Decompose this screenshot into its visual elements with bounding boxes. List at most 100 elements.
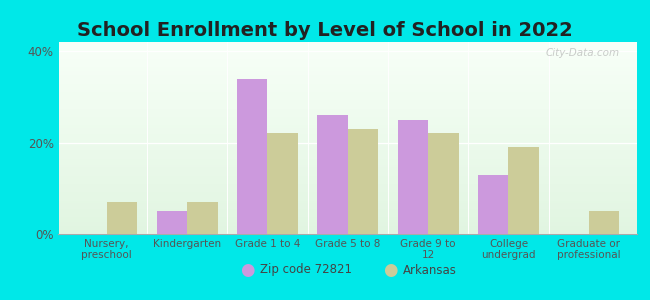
Bar: [58, 111, 637, 113]
Bar: [58, 59, 637, 61]
Bar: [58, 119, 637, 121]
Bar: [58, 146, 637, 148]
Bar: [58, 188, 637, 190]
Bar: [58, 148, 637, 149]
Bar: [58, 186, 637, 188]
Bar: [478, 175, 508, 234]
Bar: [58, 101, 637, 103]
Bar: [58, 172, 637, 175]
Bar: [58, 57, 637, 59]
Bar: [58, 194, 637, 196]
Bar: [58, 152, 637, 153]
Bar: [58, 75, 637, 76]
Bar: [267, 134, 298, 234]
Bar: [58, 136, 637, 138]
Bar: [58, 134, 637, 136]
Bar: [58, 132, 637, 134]
Bar: [58, 42, 637, 44]
Bar: [58, 163, 637, 165]
Text: ●: ●: [240, 261, 254, 279]
Bar: [58, 84, 637, 86]
Bar: [58, 144, 637, 146]
Bar: [58, 142, 637, 144]
Bar: [398, 120, 428, 234]
Bar: [58, 140, 637, 142]
Bar: [58, 128, 637, 130]
Bar: [58, 82, 637, 84]
Bar: [237, 79, 267, 234]
Bar: [58, 80, 637, 82]
Bar: [58, 115, 637, 117]
Bar: [58, 230, 637, 232]
Bar: [58, 103, 637, 105]
Bar: [58, 197, 637, 200]
Bar: [58, 176, 637, 178]
Bar: [58, 138, 637, 140]
Bar: [58, 65, 637, 67]
Text: ●: ●: [383, 261, 397, 279]
Bar: [58, 171, 637, 172]
Text: City-Data.com: City-Data.com: [545, 48, 619, 58]
Bar: [58, 100, 637, 101]
Bar: [58, 190, 637, 192]
Bar: [58, 61, 637, 63]
Bar: [58, 169, 637, 171]
Bar: [58, 109, 637, 111]
Bar: [58, 105, 637, 107]
Bar: [187, 202, 218, 234]
Bar: [58, 46, 637, 48]
Text: Zip code 72821: Zip code 72821: [260, 263, 352, 277]
Bar: [58, 107, 637, 109]
Bar: [58, 200, 637, 201]
Bar: [348, 129, 378, 234]
Bar: [58, 224, 637, 226]
Bar: [589, 211, 619, 234]
Bar: [58, 71, 637, 73]
Bar: [58, 192, 637, 194]
Bar: [58, 205, 637, 207]
Bar: [58, 157, 637, 159]
Bar: [58, 226, 637, 228]
Bar: [508, 147, 539, 234]
Bar: [428, 134, 459, 234]
Bar: [58, 73, 637, 75]
Bar: [317, 115, 348, 234]
Bar: [58, 67, 637, 69]
Bar: [58, 209, 637, 211]
Bar: [58, 182, 637, 184]
Bar: [58, 88, 637, 90]
Bar: [58, 130, 637, 132]
Bar: [58, 86, 637, 88]
Bar: [58, 44, 637, 46]
Bar: [58, 207, 637, 209]
Bar: [58, 50, 637, 52]
Bar: [58, 90, 637, 92]
Bar: [58, 127, 637, 128]
Bar: [58, 155, 637, 157]
Bar: [58, 220, 637, 223]
Bar: [58, 196, 637, 197]
Bar: [58, 149, 637, 152]
Bar: [58, 228, 637, 230]
Bar: [58, 121, 637, 123]
Bar: [58, 211, 637, 213]
Bar: [58, 53, 637, 56]
Bar: [58, 232, 637, 234]
Bar: [58, 117, 637, 119]
Bar: [58, 153, 637, 155]
Bar: [58, 201, 637, 203]
Bar: [58, 113, 637, 115]
Bar: [58, 175, 637, 176]
Bar: [58, 92, 637, 94]
Bar: [58, 52, 637, 53]
Bar: [58, 219, 637, 220]
Bar: [58, 161, 637, 163]
Bar: [58, 184, 637, 186]
Bar: [58, 79, 637, 80]
Bar: [58, 167, 637, 169]
Bar: [58, 123, 637, 124]
Bar: [58, 203, 637, 205]
Bar: [58, 215, 637, 217]
Bar: [58, 178, 637, 180]
Bar: [58, 69, 637, 71]
